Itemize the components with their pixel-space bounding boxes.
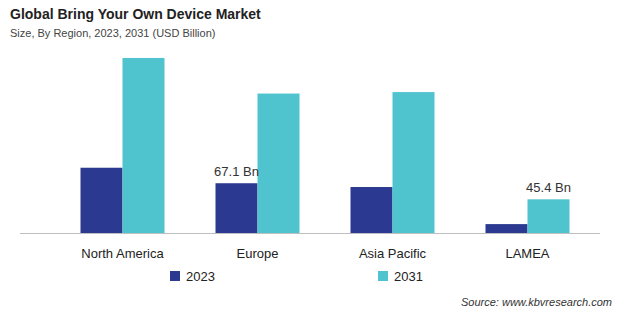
- bar: [528, 199, 570, 233]
- category-label: Europe: [237, 246, 279, 261]
- legend-label: 2031: [394, 269, 423, 284]
- subtitle: Size, By Region, 2023, 2031 (USD Billion…: [10, 27, 215, 39]
- bar: [393, 92, 435, 233]
- category-label: LAMEA: [505, 246, 549, 261]
- data-labels: 67.1 Bn 45.4 Bn: [214, 164, 571, 195]
- legend-swatch: [378, 271, 388, 281]
- chart-container: Global Bring Your Own Device Market Size,…: [0, 0, 620, 322]
- bars: [81, 58, 570, 233]
- bar: [258, 94, 300, 233]
- bar: [351, 187, 393, 233]
- source: Source: www.kbvresearch.com: [461, 296, 612, 308]
- chart-svg: Global Bring Your Own Device Market Size,…: [0, 0, 620, 322]
- title: Global Bring Your Own Device Market: [10, 6, 261, 22]
- data-label: 45.4 Bn: [526, 180, 571, 195]
- category-label: Asia Pacific: [359, 246, 427, 261]
- data-label: 67.1 Bn: [214, 164, 259, 179]
- bar: [216, 183, 258, 233]
- bar: [81, 168, 123, 233]
- legend: 2023 2031: [170, 269, 423, 284]
- category-label: North America: [81, 246, 164, 261]
- legend-swatch: [170, 271, 180, 281]
- bar: [123, 58, 165, 233]
- bar: [486, 224, 528, 233]
- legend-label: 2023: [186, 269, 215, 284]
- x-axis-line: [20, 233, 600, 234]
